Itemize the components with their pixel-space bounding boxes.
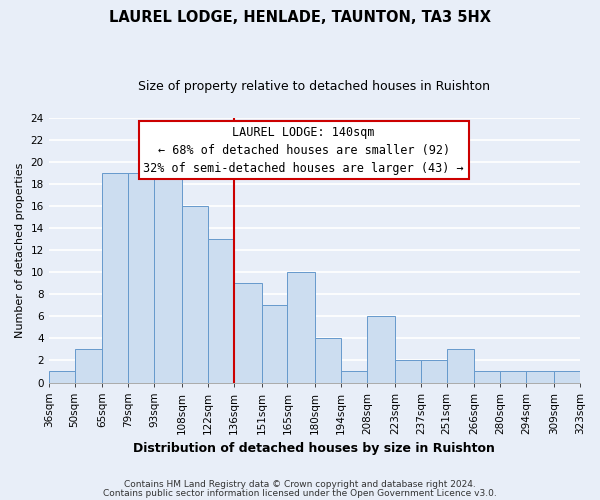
Bar xyxy=(262,306,287,382)
Bar xyxy=(74,350,103,382)
Bar xyxy=(500,372,526,382)
Title: Size of property relative to detached houses in Ruishton: Size of property relative to detached ho… xyxy=(139,80,490,93)
Y-axis label: Number of detached properties: Number of detached properties xyxy=(15,162,25,338)
Bar xyxy=(341,372,367,382)
Bar xyxy=(128,173,154,382)
Bar xyxy=(395,360,421,382)
Bar xyxy=(447,350,475,382)
Text: LAUREL LODGE, HENLADE, TAUNTON, TA3 5HX: LAUREL LODGE, HENLADE, TAUNTON, TA3 5HX xyxy=(109,10,491,25)
Bar xyxy=(234,283,262,382)
Bar xyxy=(315,338,341,382)
Bar xyxy=(526,372,554,382)
Bar xyxy=(103,173,128,382)
Bar xyxy=(475,372,500,382)
Bar xyxy=(154,173,182,382)
Bar xyxy=(287,272,315,382)
Bar xyxy=(554,372,580,382)
Bar xyxy=(49,372,74,382)
Bar xyxy=(421,360,447,382)
Bar xyxy=(367,316,395,382)
X-axis label: Distribution of detached houses by size in Ruishton: Distribution of detached houses by size … xyxy=(133,442,495,455)
Text: Contains HM Land Registry data © Crown copyright and database right 2024.: Contains HM Land Registry data © Crown c… xyxy=(124,480,476,489)
Bar xyxy=(208,239,234,382)
Bar xyxy=(182,206,208,382)
Text: Contains public sector information licensed under the Open Government Licence v3: Contains public sector information licen… xyxy=(103,489,497,498)
Text: LAUREL LODGE: 140sqm
← 68% of detached houses are smaller (92)
32% of semi-detac: LAUREL LODGE: 140sqm ← 68% of detached h… xyxy=(143,126,464,174)
